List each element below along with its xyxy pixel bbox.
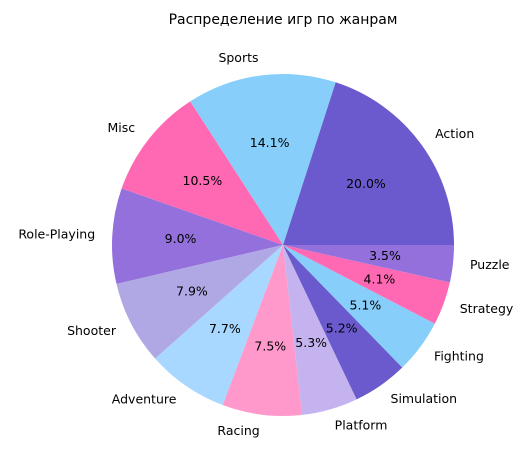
pie-slice-simulation — [283, 245, 403, 400]
pie-slice-shooter — [116, 245, 283, 359]
slice-pct-adventure: 7.7% — [209, 321, 241, 336]
slice-label-platform: Platform — [335, 417, 388, 432]
slice-label-sports: Sports — [218, 50, 258, 65]
slice-label-simulation: Simulation — [391, 391, 458, 406]
slice-label-action: Action — [435, 126, 474, 141]
slice-pct-fighting: 5.1% — [350, 298, 382, 313]
slice-pct-role-playing: 9.0% — [165, 231, 197, 246]
pie-slices — [111, 74, 454, 416]
slice-label-puzzle: Puzzle — [470, 257, 510, 272]
pie-slice-misc — [121, 101, 284, 245]
slice-pct-strategy: 4.1% — [364, 272, 396, 287]
slice-label-role-playing: Role-Playing — [18, 226, 95, 241]
slice-label-misc: Misc — [108, 120, 136, 135]
slice-pct-puzzle: 3.5% — [369, 248, 401, 263]
pie-slice-puzzle — [283, 245, 454, 283]
pie-slice-platform — [283, 245, 357, 415]
pie-slice-role-playing — [111, 188, 283, 284]
chart-title: Распределение игр по жанрам — [169, 12, 398, 28]
pie-slice-racing — [222, 245, 303, 416]
slice-pct-simulation: 5.2% — [326, 321, 358, 336]
slice-label-fighting: Fighting — [434, 349, 484, 364]
slice-label-strategy: Strategy — [460, 301, 514, 316]
pie-slice-sports — [190, 74, 336, 245]
pie-slice-action — [283, 82, 454, 245]
slice-pct-misc: 10.5% — [183, 173, 223, 188]
slice-label-shooter: Shooter — [67, 323, 117, 338]
slice-label-adventure: Adventure — [112, 392, 177, 407]
pie-slice-strategy — [283, 245, 450, 324]
pie-labels: Action 20.0% Sports 14.1% Misc 10.5% Role-Play… — [18, 50, 514, 438]
pie-slice-adventure — [155, 245, 283, 406]
pie-slice-fighting — [283, 245, 435, 368]
slice-label-racing: Racing — [217, 423, 259, 438]
slice-pct-platform: 5.3% — [295, 335, 327, 350]
slice-pct-racing: 7.5% — [254, 338, 286, 353]
slice-pct-shooter: 7.9% — [176, 284, 208, 299]
slice-pct-sports: 14.1% — [250, 135, 290, 150]
slice-pct-action: 20.0% — [346, 176, 386, 191]
